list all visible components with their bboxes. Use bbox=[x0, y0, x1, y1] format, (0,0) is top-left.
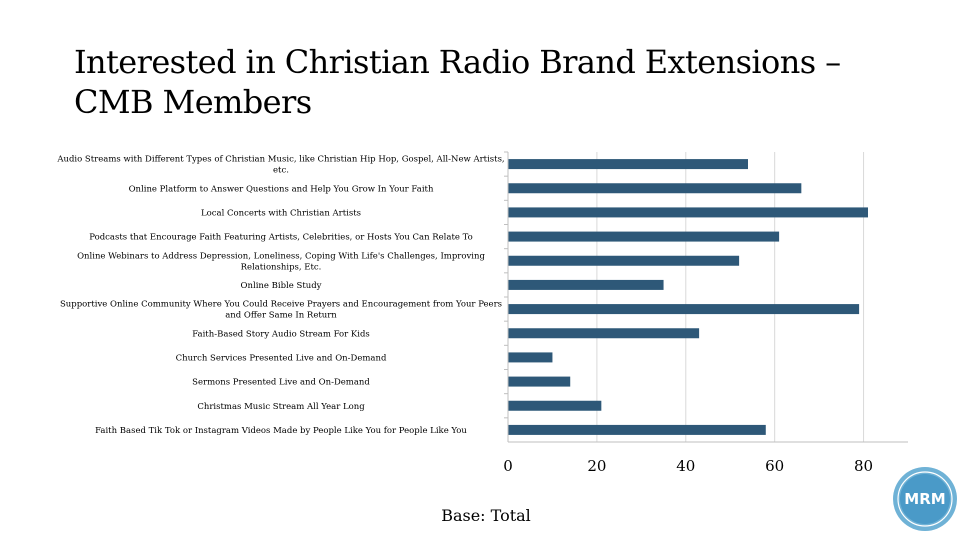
category-label: Faith-Based Story Audio Stream For Kids bbox=[192, 329, 370, 339]
category-label-line: Faith-Based Story Audio Stream For Kids bbox=[192, 329, 370, 339]
category-label-line: Local Concerts with Christian Artists bbox=[201, 208, 361, 218]
category-label-line: and Offer Same In Return bbox=[225, 311, 337, 321]
bar bbox=[508, 352, 553, 363]
tick-labels: 0 20 40 60 80 bbox=[503, 457, 873, 475]
axes bbox=[504, 151, 908, 443]
x-tick-label: 40 bbox=[676, 457, 695, 475]
category-label-line: Christmas Music Stream All Year Long bbox=[197, 402, 365, 412]
category-label-line: Relationships, Etc. bbox=[241, 262, 322, 272]
title-line-2: CMB Members bbox=[74, 83, 312, 121]
category-label-line: Online Platform to Answer Questions and … bbox=[129, 184, 434, 194]
bar bbox=[508, 231, 780, 242]
mrm-logo: MRM bbox=[893, 467, 957, 531]
bar bbox=[508, 183, 802, 194]
category-label-line: Supportive Online Community Where You Co… bbox=[60, 300, 502, 310]
logo-text: MRM bbox=[904, 490, 945, 508]
bar bbox=[508, 328, 700, 339]
x-tick-label: 80 bbox=[854, 457, 873, 475]
bar bbox=[508, 424, 766, 435]
category-label: Local Concerts with Christian Artists bbox=[201, 208, 361, 218]
base-note: Base: Total bbox=[441, 506, 531, 525]
x-tick-label: 20 bbox=[587, 457, 606, 475]
category-label: Supportive Online Community Where You Co… bbox=[60, 300, 502, 321]
category-label: Audio Streams with Different Types of Ch… bbox=[56, 155, 504, 176]
x-tick-label: 60 bbox=[765, 457, 784, 475]
bars bbox=[508, 159, 868, 435]
category-label: Sermons Presented Live and On-Demand bbox=[192, 378, 370, 388]
category-label-line: Online Webinars to Address Depression, L… bbox=[77, 251, 485, 261]
category-label: Christmas Music Stream All Year Long bbox=[197, 402, 365, 412]
category-label-line: Church Services Presented Live and On-De… bbox=[176, 353, 387, 363]
bar bbox=[508, 279, 664, 290]
x-tick-label: 0 bbox=[503, 457, 513, 475]
bar bbox=[508, 207, 868, 218]
category-label-line: Faith Based Tik Tok or Instagram Videos … bbox=[95, 426, 467, 436]
bar bbox=[508, 400, 602, 411]
category-label: Online Platform to Answer Questions and … bbox=[129, 184, 434, 194]
category-label: Online Webinars to Address Depression, L… bbox=[77, 251, 485, 272]
category-label: Online Bible Study bbox=[241, 281, 322, 291]
category-label: Church Services Presented Live and On-De… bbox=[176, 353, 387, 363]
bar bbox=[508, 304, 860, 315]
page-title: Interested in Christian Radio Brand Exte… bbox=[74, 42, 894, 122]
bar bbox=[508, 255, 740, 266]
bar bbox=[508, 159, 748, 170]
gridlines bbox=[596, 152, 865, 442]
category-label-line: etc. bbox=[273, 166, 289, 176]
category-label: Podcasts that Encourage Faith Featuring … bbox=[89, 233, 473, 243]
category-label: Faith Based Tik Tok or Instagram Videos … bbox=[95, 426, 467, 436]
bar bbox=[508, 376, 571, 387]
category-label-line: Sermons Presented Live and On-Demand bbox=[192, 378, 370, 388]
category-label-line: Audio Streams with Different Types of Ch… bbox=[56, 155, 504, 165]
title-line-1: Interested in Christian Radio Brand Exte… bbox=[74, 43, 841, 81]
category-labels: Audio Streams with Different Types of Ch… bbox=[56, 155, 504, 436]
category-label-line: Podcasts that Encourage Faith Featuring … bbox=[89, 233, 473, 243]
category-label-line: Online Bible Study bbox=[241, 281, 322, 291]
